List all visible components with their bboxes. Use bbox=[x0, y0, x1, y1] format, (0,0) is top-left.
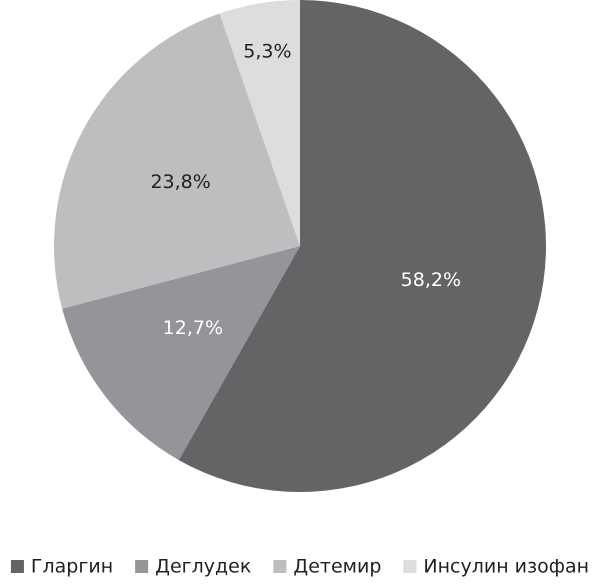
legend-swatch bbox=[135, 560, 149, 573]
data-label: 5,3% bbox=[243, 40, 291, 62]
data-label: 12,7% bbox=[163, 317, 223, 339]
pie-slice bbox=[178, 0, 546, 492]
legend-label: Гларгин bbox=[31, 556, 113, 578]
legend-label: Детемир bbox=[293, 556, 381, 578]
pie-slice bbox=[62, 246, 301, 461]
data-label: 23,8% bbox=[150, 171, 210, 193]
legend-swatch bbox=[403, 560, 417, 573]
pie-slice bbox=[219, 0, 300, 246]
legend-swatch bbox=[273, 560, 287, 573]
data-label: 58,2% bbox=[401, 269, 461, 291]
legend-label: Деглудек bbox=[155, 556, 251, 578]
pie-slice bbox=[54, 13, 300, 309]
legend-label: Инсулин изофан bbox=[423, 556, 589, 578]
legend-swatch bbox=[10, 560, 24, 573]
